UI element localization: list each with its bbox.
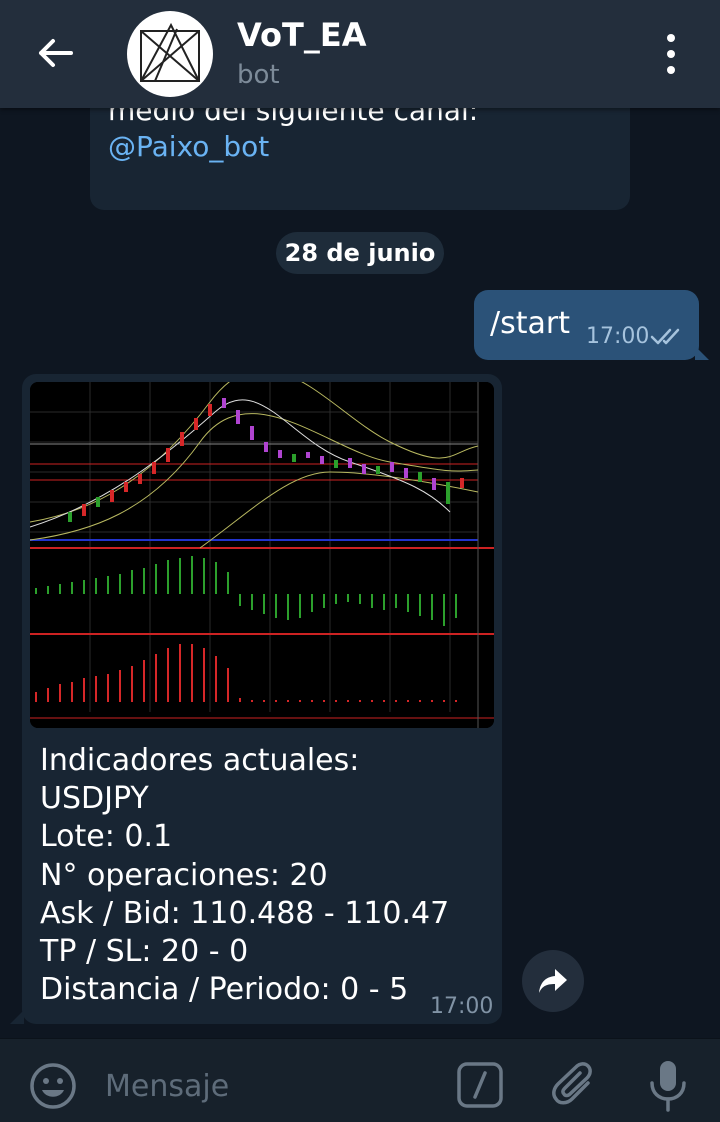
- message-time: 17:00: [586, 324, 650, 349]
- emoji-icon[interactable]: [28, 1061, 78, 1111]
- photo-caption: Indicadores actuales: USDJPY Lote: 0.1 N…: [40, 742, 490, 1009]
- caption-line: N° operaciones: 20: [40, 857, 328, 893]
- date-separator: 28 de junio: [276, 232, 444, 274]
- back-button[interactable]: [30, 30, 80, 76]
- menu-dot: [667, 34, 675, 42]
- chat-header: VoT_EA bot: [0, 0, 720, 108]
- double-check-icon: [650, 328, 680, 345]
- message-text: medio del siguiente canal:: [108, 108, 479, 127]
- caption-line: Lote: 0.1: [40, 819, 173, 855]
- outgoing-message[interactable]: /start 17:00: [474, 290, 709, 360]
- caption-line: TP / SL: 20 - 0: [40, 934, 249, 970]
- forward-button[interactable]: [522, 950, 584, 1012]
- paperclip-icon[interactable]: [552, 1061, 600, 1109]
- chat-title[interactable]: VoT_EA: [237, 16, 367, 54]
- microphone-icon[interactable]: [646, 1059, 690, 1113]
- bot-command-icon[interactable]: [456, 1061, 504, 1109]
- incoming-photo-message[interactable]: Indicadores actuales: USDJPY Lote: 0.1 N…: [10, 374, 502, 1024]
- message-time: 17:00: [430, 994, 494, 1019]
- bubble-tail: [695, 346, 709, 360]
- chat-subtitle: bot: [237, 60, 280, 90]
- incoming-message-previous[interactable]: como mejor posees el modelo de pa medio …: [90, 108, 630, 210]
- menu-dot: [667, 50, 675, 58]
- message-input-bar: Mensaje: [0, 1038, 720, 1122]
- menu-dot: [667, 66, 675, 74]
- caption-line: Ask / Bid: 110.488 - 110.47: [40, 895, 450, 931]
- avatar[interactable]: [127, 11, 213, 97]
- message-text: /start: [490, 306, 570, 341]
- bot-logo-icon: [140, 22, 200, 82]
- caption-line: Distancia / Periodo: 0 - 5: [40, 972, 409, 1008]
- more-menu-button[interactable]: [656, 34, 686, 74]
- bubble-tail: [10, 1010, 24, 1024]
- forex-chart-image[interactable]: [30, 382, 494, 728]
- message-input[interactable]: Mensaje: [105, 1069, 230, 1104]
- caption-line: Indicadores actuales:: [40, 743, 360, 778]
- share-arrow-icon: [539, 969, 567, 993]
- bot-link[interactable]: @Paixo_bot: [108, 130, 270, 163]
- message-list[interactable]: como mejor posees el modelo de pa medio …: [0, 108, 720, 1038]
- caption-line: USDJPY: [40, 781, 149, 817]
- arrow-left-icon: [39, 39, 73, 67]
- chart-graphic: [30, 382, 494, 728]
